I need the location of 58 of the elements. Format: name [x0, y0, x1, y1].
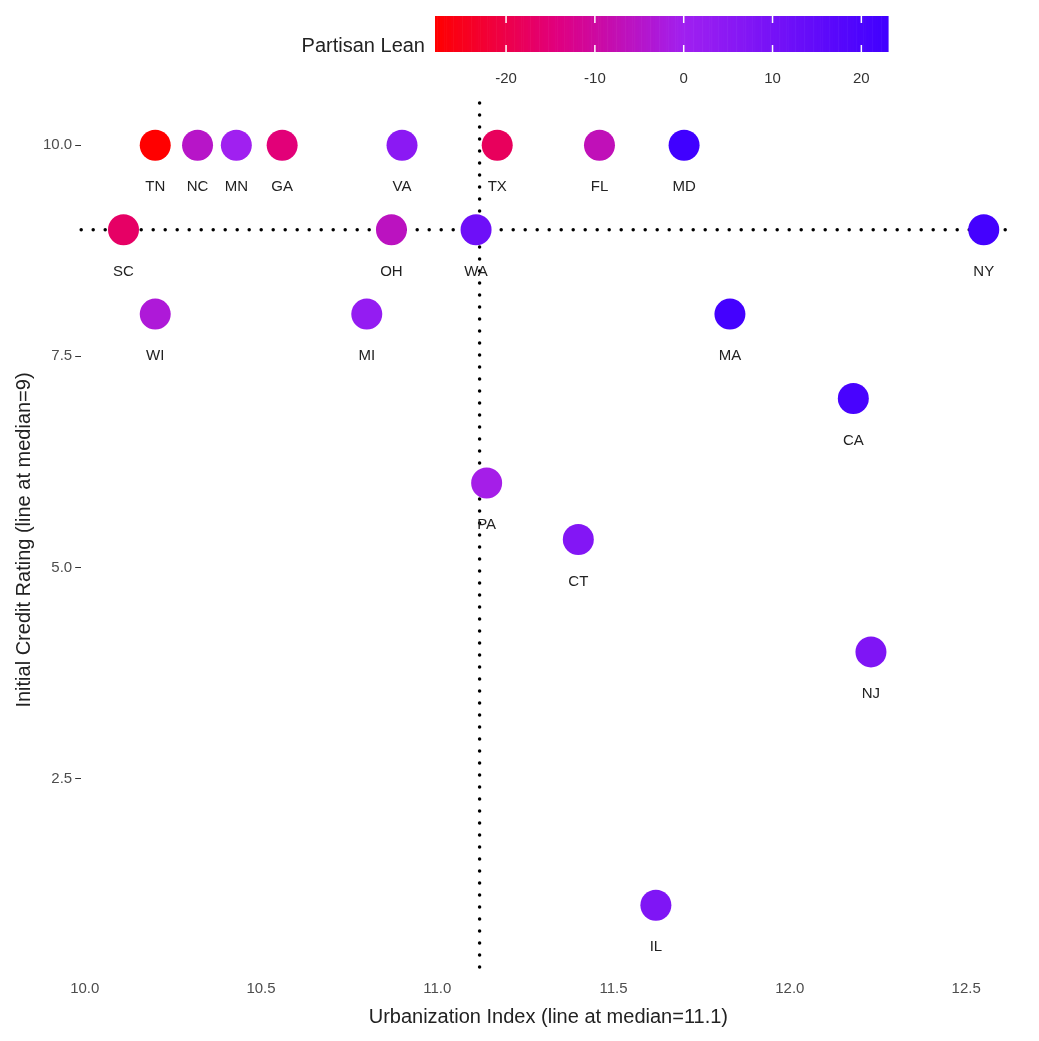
point: [108, 214, 139, 246]
annotation: IL: [649, 937, 663, 955]
annotation: VA: [392, 177, 412, 195]
point: [837, 383, 869, 415]
color-bar-title: Partisan Lean: [301, 33, 425, 56]
color-bar-label: 20: [853, 69, 870, 87]
annotation: CT: [568, 571, 589, 589]
x-tick-label: 11.0: [423, 979, 452, 997]
point: [266, 129, 298, 161]
point: [139, 129, 171, 161]
color-bar-label: 0: [679, 69, 688, 87]
point: [855, 636, 887, 668]
annotation: TX: [487, 177, 507, 195]
annotation: GA: [271, 177, 293, 195]
color-bar-label: -10: [584, 69, 606, 87]
annotation: SC: [113, 261, 135, 279]
point: [714, 298, 746, 330]
annotation: PA: [477, 515, 497, 533]
point: [460, 214, 492, 246]
point: [481, 129, 513, 161]
annotation: NJ: [861, 684, 881, 702]
x-tick-label: 10.5: [246, 979, 276, 997]
annotation: FL: [590, 177, 609, 195]
x-tick-label: 12.5: [951, 979, 981, 997]
annotation: TN: [145, 177, 166, 195]
x-tick-label: 11.5: [599, 979, 628, 997]
annotation: NC: [186, 177, 209, 195]
annotation: MD: [672, 177, 696, 195]
annotation: NY: [973, 261, 995, 279]
point: [968, 214, 1000, 246]
annotation: CA: [842, 430, 864, 448]
x-tick-label: 12.0: [775, 979, 805, 997]
point: [182, 129, 214, 161]
annotation: OH: [380, 261, 403, 279]
point: [220, 129, 252, 161]
point: [139, 298, 171, 330]
annotation: MI: [358, 346, 376, 364]
y-tick-label: 10.0: [42, 135, 73, 153]
y-tick-label: 5.0: [51, 557, 73, 575]
annotation: MA: [718, 346, 742, 364]
point: [351, 298, 383, 330]
color-bar-label: 10: [764, 69, 781, 87]
point: [471, 467, 503, 499]
point: [668, 129, 700, 161]
point: [562, 524, 594, 556]
x-axis-title: Urbanization Index (line at median=11.1): [368, 1004, 728, 1027]
point: [640, 889, 672, 921]
annotation: WI: [146, 346, 165, 364]
y-tick-label: 2.5: [51, 768, 73, 786]
point: [583, 129, 615, 161]
y-tick-label: 7.5: [51, 346, 73, 364]
x-tick-label: 10.0: [70, 979, 100, 997]
point: [375, 214, 407, 246]
annotation: MN: [224, 177, 248, 195]
annotation: WA: [464, 261, 488, 279]
color-bar-label: -20: [495, 69, 517, 87]
point: [386, 129, 418, 161]
y-axis-title: Initial Credit Rating (line at median=9): [11, 372, 34, 708]
